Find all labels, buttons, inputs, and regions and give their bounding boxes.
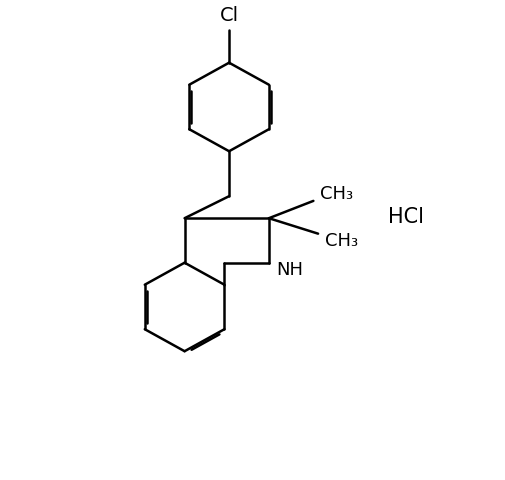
Text: CH₃: CH₃ — [325, 232, 358, 250]
Text: CH₃: CH₃ — [320, 185, 354, 203]
Text: Cl: Cl — [220, 6, 239, 25]
Text: HCl: HCl — [388, 207, 424, 227]
Text: NH: NH — [276, 261, 303, 279]
